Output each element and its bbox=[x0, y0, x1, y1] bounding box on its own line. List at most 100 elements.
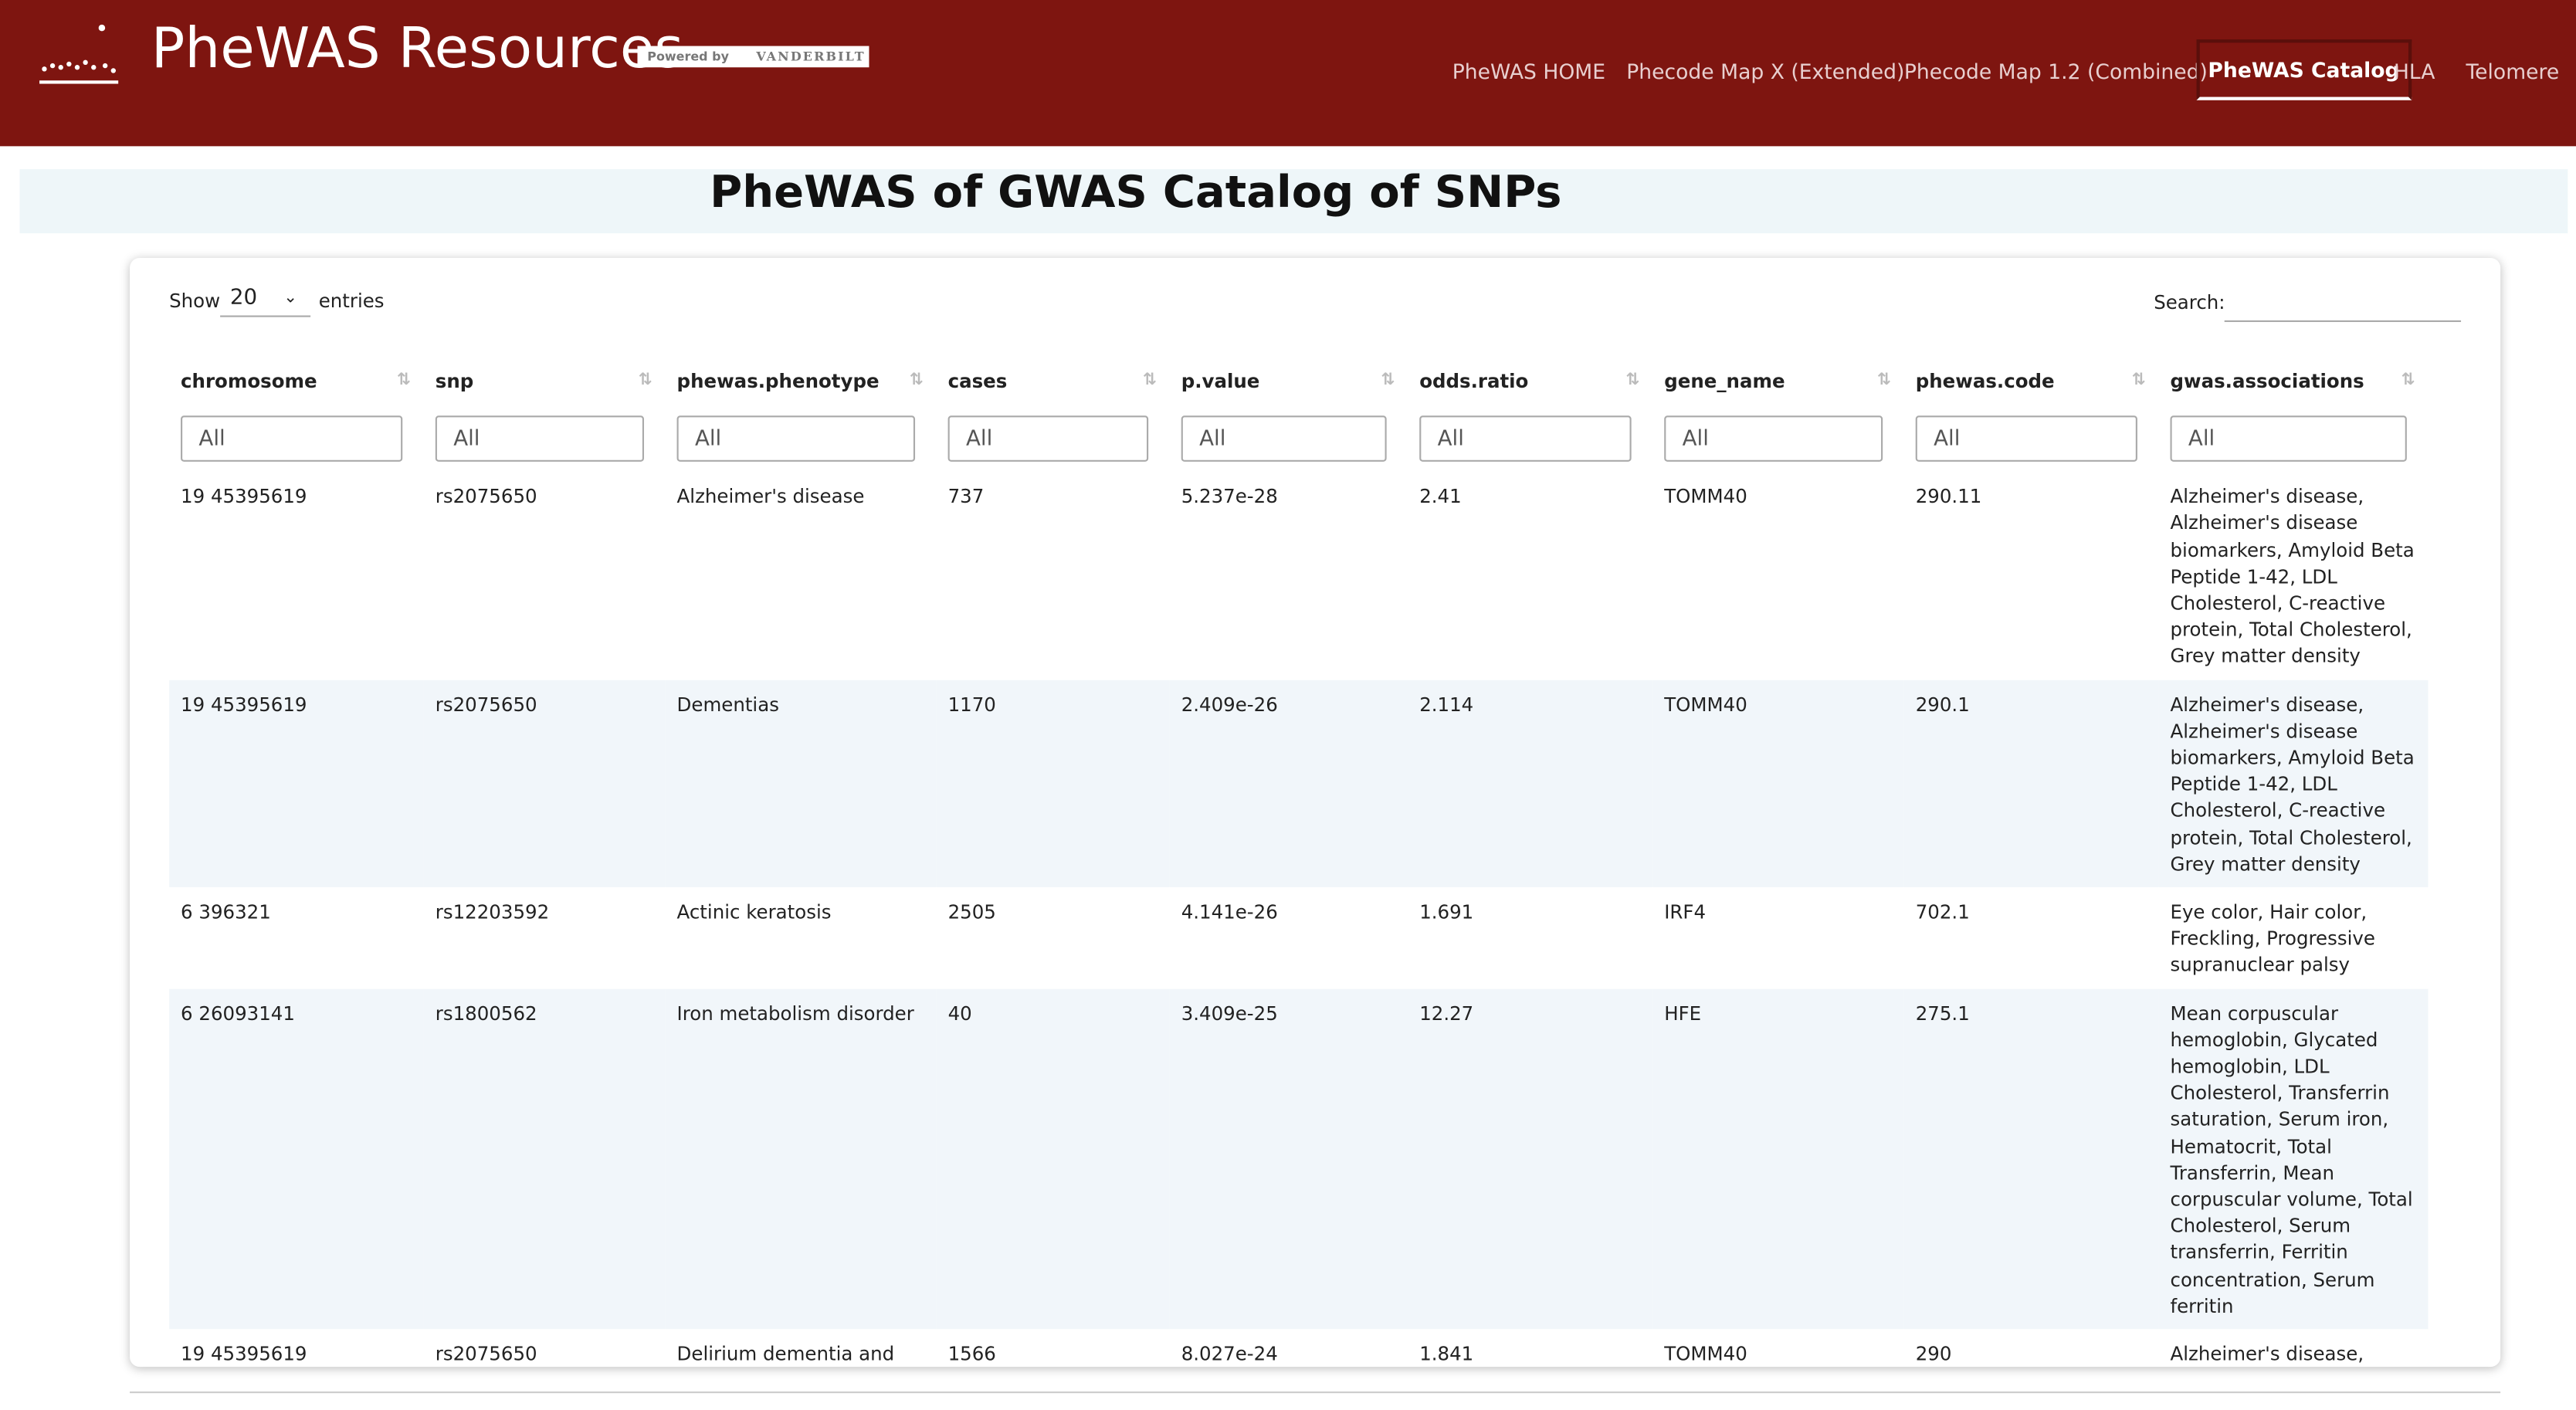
table-row: 6 26093141 rs1800562 Iron metabolism disor… bbox=[169, 988, 2429, 1330]
table-body: 19 45395619 rs2075650 Alzheimer's disease 7… bbox=[169, 472, 2429, 1367]
title-band bbox=[19, 169, 2568, 234]
length-value: 20 bbox=[229, 286, 258, 311]
filter-cell: All bbox=[424, 405, 666, 472]
nav-link[interactable]: Phecode Map X (Extended) bbox=[1626, 59, 1905, 84]
table-cell: 3.409e-25 bbox=[1181, 1002, 1278, 1025]
table-cell: 19 45395619 bbox=[181, 693, 307, 716]
bottom-rule bbox=[130, 1391, 2501, 1394]
table-cell: Alzheimer's disease, Alzheimer's disease… bbox=[2170, 693, 2415, 876]
table-cell: rs2075650 bbox=[435, 693, 537, 716]
page-title: PheWAS of GWAS Catalog of SNPs bbox=[710, 168, 1562, 219]
column-header[interactable]: odds.ratio bbox=[1408, 357, 1652, 405]
table-cell: 6 396321 bbox=[181, 900, 271, 924]
filter-cell: All bbox=[1904, 405, 2159, 472]
table-cell: IRF4 bbox=[1664, 900, 1707, 924]
table-cell: rs12203592 bbox=[435, 900, 550, 924]
table-cell: TOMM40 bbox=[1664, 693, 1747, 716]
table-cell: TOMM40 bbox=[1664, 1342, 1747, 1366]
chevron: ⌄ bbox=[283, 289, 298, 307]
brand: VANDERBILT bbox=[756, 49, 866, 64]
column-header[interactable]: snp bbox=[424, 357, 666, 405]
search-label: Search: bbox=[2154, 290, 2225, 314]
table-cell: 290 bbox=[1915, 1342, 1952, 1366]
badge: Powered by VANDERBILT bbox=[637, 46, 869, 68]
table-cell: 8.027e-24 bbox=[1181, 1342, 1278, 1366]
nav-link[interactable]: PheWAS HOME bbox=[1452, 59, 1606, 84]
table-cell: 1566 bbox=[947, 1342, 996, 1366]
table-cell: 290.11 bbox=[1915, 485, 1982, 508]
filter-input[interactable]: All bbox=[435, 415, 644, 463]
table-cell: 1.841 bbox=[1419, 1342, 1474, 1366]
table-cell: rs2075650 bbox=[435, 1342, 537, 1366]
column-header[interactable]: phewas.code bbox=[1904, 357, 2159, 405]
column-header[interactable]: gwas.associations bbox=[2159, 357, 2429, 405]
filter-cell: All bbox=[1652, 405, 1904, 472]
table-cell: Delirium dementia and amnestic disorders bbox=[676, 1342, 895, 1366]
table-card: Show 20⌄ entries Search: chromosomesnpph… bbox=[130, 258, 2501, 1368]
header-row: chromosomesnpphewas.phenotypecasesp.valu… bbox=[169, 357, 2428, 405]
powered-by: Powered by bbox=[647, 49, 729, 64]
table-cell: 1170 bbox=[947, 693, 996, 716]
length-select[interactable]: 20 ⌄ bbox=[220, 281, 311, 317]
table-cell: Iron metabolism disorder bbox=[676, 1002, 914, 1025]
table-cell: 4.141e-26 bbox=[1181, 900, 1278, 924]
nav-link[interactable]: HLA bbox=[2393, 59, 2435, 84]
filter-cell: All bbox=[169, 405, 424, 472]
nav-link-active[interactable]: PheWAS Catalog bbox=[2196, 39, 2412, 100]
column-header[interactable]: p.value bbox=[1170, 357, 1408, 405]
table-cell: 2.114 bbox=[1419, 693, 1474, 716]
table-cell: 275.1 bbox=[1915, 1002, 1970, 1025]
filter-input[interactable]: All bbox=[181, 415, 403, 463]
table-cell: 1.691 bbox=[1419, 900, 1474, 924]
column-header[interactable]: gene_name bbox=[1652, 357, 1904, 405]
table-cell: 702.1 bbox=[1915, 900, 1970, 924]
filter-cell: All bbox=[666, 405, 937, 472]
table-cell: Actinic keratosis bbox=[676, 900, 832, 924]
filter-input[interactable]: All bbox=[2170, 415, 2407, 463]
table-cell: rs2075650 bbox=[435, 485, 537, 508]
logo bbox=[39, 24, 119, 84]
table-cell: Mean corpuscular hemoglobin, Glycated he… bbox=[2170, 1002, 2413, 1318]
table-cell: Eye color, Hair color, Freckling, Progre… bbox=[2170, 900, 2375, 977]
table-cell: 2505 bbox=[947, 900, 996, 924]
filter-input[interactable]: All bbox=[1664, 415, 1883, 463]
filter-cell: All bbox=[1408, 405, 1652, 472]
entries-label: entries bbox=[318, 289, 385, 313]
filter-row: All All All All All All All All All bbox=[169, 405, 2428, 472]
table-cell: 19 45395619 bbox=[181, 1342, 307, 1366]
filter-input[interactable]: All bbox=[1915, 415, 2137, 463]
table-cell: 2.409e-26 bbox=[1181, 693, 1278, 716]
table-cell: 737 bbox=[947, 485, 985, 508]
search-input[interactable] bbox=[2224, 284, 2462, 322]
table-cell: Alzheimer's disease, Alzheimer's disease… bbox=[2170, 485, 2415, 668]
table-cell: 6 26093141 bbox=[181, 1002, 295, 1025]
table-cell: 40 bbox=[947, 1002, 972, 1025]
table-cell: 2.41 bbox=[1419, 485, 1462, 508]
column-header[interactable]: cases bbox=[937, 357, 1170, 405]
table-row: 19 45395619 rs2075650 Delirium dementia an… bbox=[169, 1329, 2428, 1367]
filter-cell: All bbox=[2159, 405, 2429, 472]
table-cell: 290.1 bbox=[1915, 693, 1970, 716]
filter-input[interactable]: All bbox=[1419, 415, 1632, 463]
table-row: 6 396321 rs12203592 Actinic keratosis 2505 4… bbox=[169, 887, 2428, 988]
table-row: 19 45395619 rs2075650 Dementias 1170 2.409e-… bbox=[169, 680, 2429, 887]
table-cell: 12.27 bbox=[1419, 1002, 1474, 1025]
table-cell: 19 45395619 bbox=[181, 485, 307, 508]
filter-input[interactable]: All bbox=[947, 415, 1149, 463]
table-cell: rs1800562 bbox=[435, 1002, 537, 1025]
filter-cell: All bbox=[937, 405, 1170, 472]
header: PheWAS Resources Powered by VANDERBILT P… bbox=[0, 0, 2576, 147]
table-row: 19 45395619 rs2075650 Alzheimer's disease 7… bbox=[169, 472, 2428, 680]
table-cell: Alzheimer's disease, Alzheimer's disease… bbox=[2170, 1342, 2364, 1366]
nav-link[interactable]: Phecode Map 1.2 (Combined) bbox=[1903, 59, 2208, 84]
table-cell: Dementias bbox=[676, 693, 779, 716]
filter-input[interactable]: All bbox=[676, 415, 916, 463]
nav-link[interactable]: Telomere bbox=[2466, 59, 2560, 84]
column-header[interactable]: chromosome bbox=[169, 357, 424, 405]
filter-input[interactable]: All bbox=[1181, 415, 1387, 463]
filter-cell: All bbox=[1170, 405, 1408, 472]
column-header[interactable]: phewas.phenotype bbox=[666, 357, 937, 405]
table-cell: TOMM40 bbox=[1664, 485, 1747, 508]
